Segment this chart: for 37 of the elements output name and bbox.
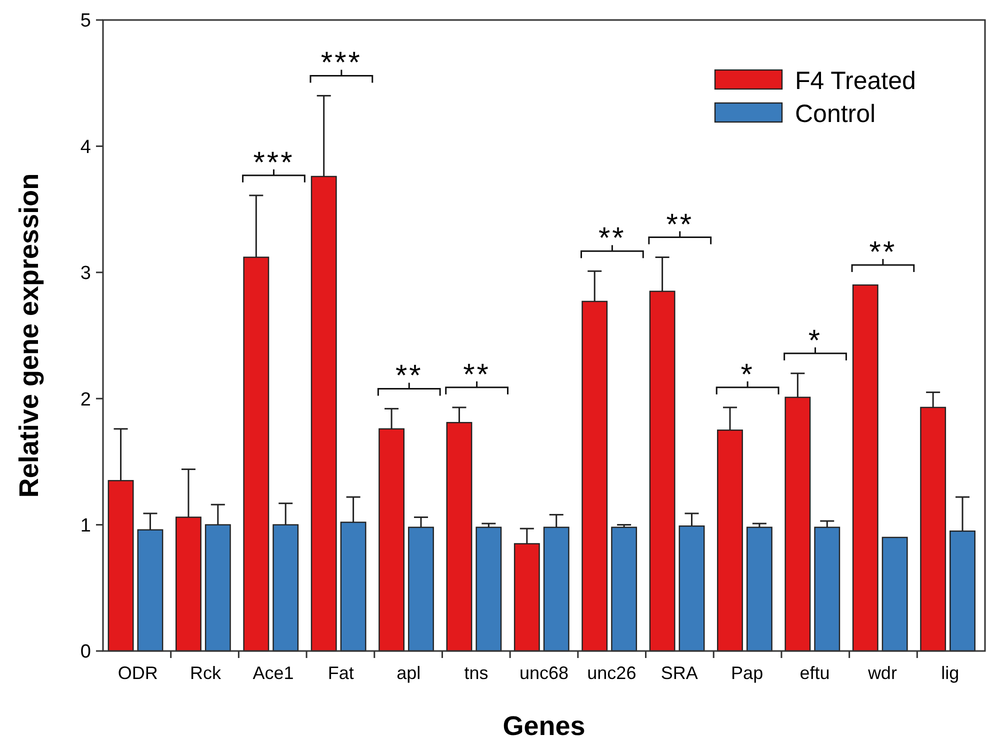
y-tick-label: 5 (80, 10, 91, 32)
annotation: * (808, 324, 822, 358)
legend-label: Control (795, 100, 876, 128)
x-tick-label: Rck (190, 663, 222, 683)
y-tick-label: 3 (80, 263, 91, 284)
x-tick-label: tns (464, 663, 488, 683)
x-tick-label: unc68 (519, 663, 569, 683)
x-tick-label: Pap (731, 663, 764, 683)
bar (852, 284, 878, 652)
annotation: ** (463, 358, 490, 392)
bar (882, 536, 908, 652)
x-tick-label: eftu (800, 663, 830, 683)
annotation: ** (869, 236, 897, 270)
y-axis-title: Relative gene expression (14, 173, 44, 498)
x-tick-label: apl (396, 663, 421, 683)
bar (476, 526, 502, 652)
annotation: * (740, 358, 754, 392)
x-tick-label: SRA (660, 663, 698, 683)
bar (611, 526, 638, 652)
x-axis-title: Genes (502, 711, 586, 741)
y-tick-label: 2 (80, 389, 91, 410)
annotation: ** (395, 360, 423, 393)
x-tick-label: ODR (118, 663, 158, 683)
legend-label: F4 Treated (795, 66, 916, 95)
x-tick-label: wdr (866, 663, 897, 683)
y-tick-label: 0 (80, 642, 91, 663)
x-tick-label: Ace1 (252, 663, 294, 683)
x-tick-label: unc26 (587, 663, 636, 683)
y-tick-label: 4 (80, 136, 92, 158)
annotation: *** (253, 146, 294, 180)
y-tick-label: 1 (80, 515, 91, 536)
bar (746, 526, 772, 652)
annotation: ** (666, 208, 694, 242)
x-tick-label: lig (941, 663, 960, 683)
x-tick-label: Fat (328, 663, 354, 683)
annotation: ** (598, 222, 626, 256)
annotation: *** (320, 46, 362, 80)
